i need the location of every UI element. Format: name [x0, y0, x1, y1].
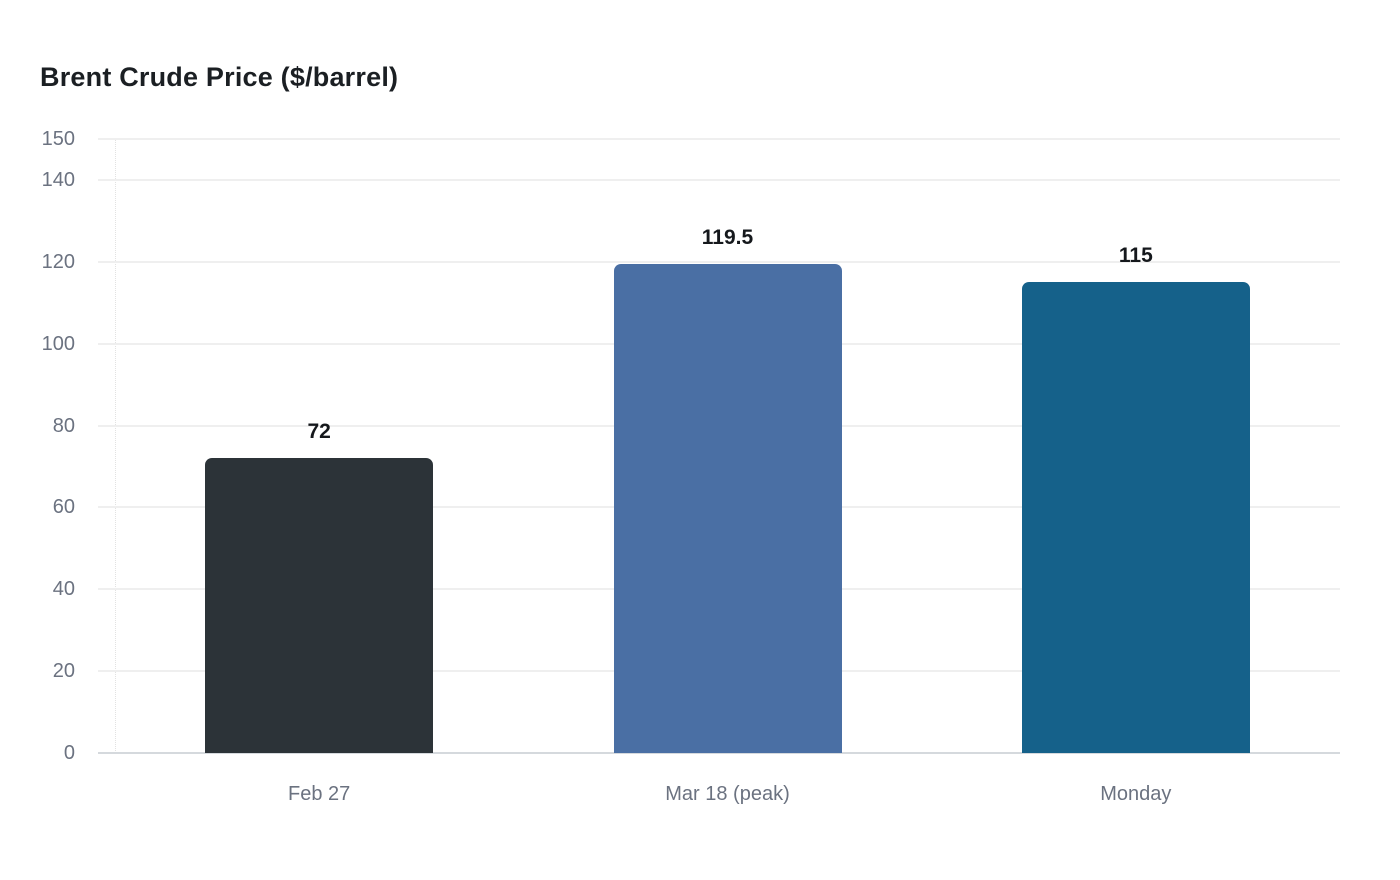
y-axis-tick-label: 20	[52, 660, 75, 683]
x-axis-category-label: Feb 27	[288, 783, 351, 805]
y-axis-tick-label: 80	[52, 414, 75, 437]
gridline	[98, 260, 1340, 263]
y-axis-tick-label: 140	[41, 168, 75, 191]
bar	[1021, 282, 1250, 753]
y-axis-tick-label: 40	[52, 578, 75, 601]
bar-value-label: 115	[1118, 244, 1153, 268]
bar-value-label: 72	[307, 420, 331, 444]
bar-value-label: 119.5	[701, 225, 754, 249]
y-axis-tick-label: 60	[52, 496, 75, 519]
gridline	[98, 178, 1340, 181]
gridline	[98, 138, 1340, 140]
y-axis-tick-label: 150	[41, 128, 75, 150]
plot-area: 72 119.5 115	[98, 138, 1340, 754]
bar	[205, 458, 434, 753]
bar	[613, 263, 842, 753]
y-axis-tick-label: 120	[41, 250, 75, 273]
y-axis-line	[115, 139, 116, 753]
chart-title: Brent Crude Price ($/barrel)	[40, 62, 399, 92]
y-axis-tick-label: 0	[63, 742, 75, 764]
x-axis-category-label: Mar 18 (peak)	[665, 783, 790, 805]
x-axis-baseline	[98, 752, 1340, 754]
x-axis-category-label: Monday	[1100, 783, 1172, 805]
y-axis-tick-label: 100	[41, 332, 75, 355]
